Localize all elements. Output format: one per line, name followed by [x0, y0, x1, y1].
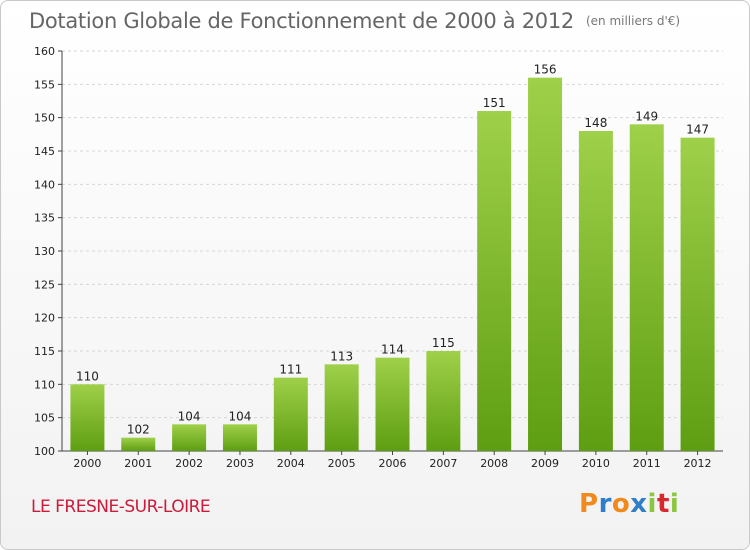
- bar-value-label: 148: [584, 116, 607, 130]
- bar: [121, 437, 156, 451]
- x-tick-label: 2011: [633, 457, 661, 470]
- logo-letter: o: [611, 489, 631, 519]
- y-tick-label: 155: [34, 78, 55, 91]
- bar: [375, 357, 410, 451]
- bar-value-label: 111: [279, 363, 302, 377]
- bar: [629, 124, 664, 451]
- x-tick-label: 2001: [124, 457, 152, 470]
- y-tick-label: 120: [34, 312, 55, 325]
- x-tick-label: 2000: [73, 457, 101, 470]
- y-tick-label: 150: [34, 112, 55, 125]
- bar-value-label: 104: [229, 409, 252, 423]
- bar: [528, 77, 563, 452]
- bar-value-label: 104: [178, 409, 201, 423]
- y-tick-label: 105: [34, 412, 55, 425]
- y-tick-label: 140: [34, 178, 55, 191]
- bar-value-label: 110: [76, 369, 99, 383]
- bar-value-label: 113: [330, 349, 353, 363]
- x-tick-label: 2006: [379, 457, 407, 470]
- logo-letter: i: [669, 489, 680, 519]
- bar-value-label: 115: [432, 336, 455, 350]
- bar-value-label: 156: [534, 63, 557, 77]
- bar-value-label: 149: [635, 109, 658, 123]
- x-tick-label: 2008: [480, 457, 508, 470]
- chart-title: Dotation Globale de Fonctionnement de 20…: [29, 9, 680, 33]
- x-tick-label: 2003: [226, 457, 254, 470]
- x-tick-label: 2004: [277, 457, 305, 470]
- bar: [222, 424, 257, 451]
- y-tick-label: 100: [34, 445, 55, 458]
- logo-letter: i: [647, 489, 657, 519]
- bar: [426, 351, 461, 451]
- bar-value-label: 102: [127, 423, 150, 437]
- bar-value-label: 147: [686, 123, 709, 137]
- y-tick-label: 125: [34, 278, 55, 291]
- x-tick-label: 2012: [684, 457, 712, 470]
- bar: [70, 384, 105, 451]
- bar: [324, 364, 359, 451]
- x-tick-label: 2009: [531, 457, 559, 470]
- y-tick-label: 110: [34, 378, 55, 391]
- bar: [273, 377, 308, 451]
- bar: [578, 131, 613, 451]
- x-tick-label: 2007: [429, 457, 457, 470]
- y-tick-label: 145: [34, 145, 55, 158]
- x-tick-label: 2010: [582, 457, 610, 470]
- y-tick-label: 135: [34, 212, 55, 225]
- x-tick-label: 2002: [175, 457, 203, 470]
- commune-name: LE FRESNE-SUR-LOIRE: [31, 497, 211, 517]
- chart-subtitle: (en milliers d'€): [585, 14, 681, 28]
- logo-letter: P: [579, 489, 599, 519]
- logo-letter: x: [630, 489, 648, 519]
- bar: [680, 137, 715, 451]
- logo-letter: t: [656, 489, 670, 519]
- x-tick-label: 2005: [328, 457, 356, 470]
- y-tick-label: 160: [34, 45, 55, 58]
- chart-title-text: Dotation Globale de Fonctionnement de 20…: [29, 9, 574, 33]
- bar: [172, 424, 207, 451]
- bar-value-label: 151: [483, 96, 506, 110]
- bar: [477, 111, 512, 451]
- proxiti-logo: Proxiti: [579, 489, 679, 519]
- bar-value-label: 114: [381, 343, 404, 357]
- logo-letter: r: [598, 489, 612, 519]
- y-tick-label: 115: [34, 345, 55, 358]
- y-tick-label: 130: [34, 245, 55, 258]
